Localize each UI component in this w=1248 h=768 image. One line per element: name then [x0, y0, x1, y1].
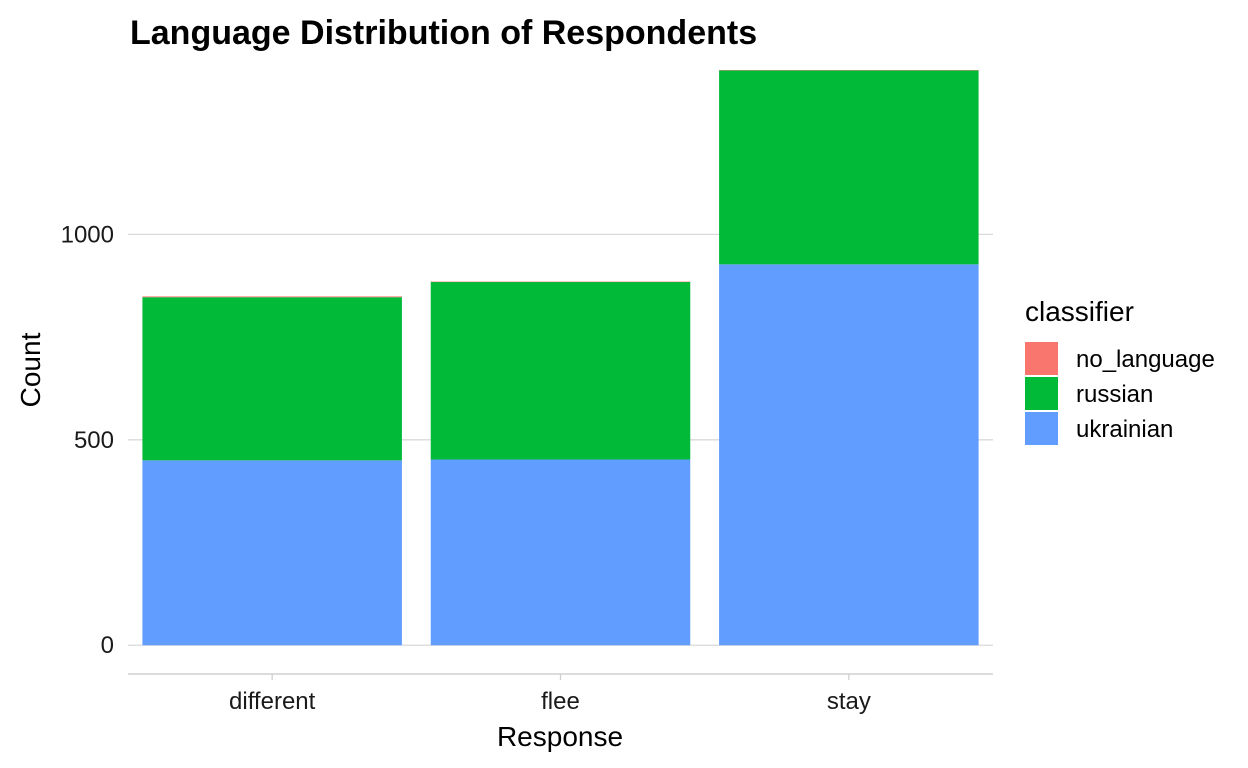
bars [142, 70, 979, 646]
legend-swatch-no_language [1025, 342, 1058, 375]
bar-stay-russian [719, 70, 979, 265]
bar-different-russian [142, 297, 402, 461]
legend-swatch-ukrainian [1025, 412, 1058, 445]
legend-label-ukrainian: ukrainian [1076, 416, 1173, 443]
y-axis-title: Count [15, 332, 46, 407]
legend-swatch-russian [1025, 377, 1058, 410]
legend-label-russian: russian [1076, 381, 1153, 408]
bar-different-no_language [142, 296, 402, 298]
bar-flee-russian [430, 282, 691, 460]
bar-stay-ukrainian [719, 264, 979, 646]
x-tick-label-stay: stay [827, 688, 871, 715]
x-axis-ticks: different flee stay [229, 674, 871, 715]
bar-different-ukrainian [142, 460, 402, 646]
x-tick-label-different: different [229, 688, 316, 715]
legend-title: classifier [1025, 296, 1134, 327]
legend-label-no_language: no_language [1076, 346, 1215, 373]
x-axis-title: Response [497, 721, 623, 752]
bar-flee-ukrainian [430, 459, 691, 646]
y-axis-ticks: 0 500 1000 [61, 221, 114, 659]
y-tick-label: 1000 [61, 221, 114, 248]
y-tick-label: 0 [101, 632, 114, 659]
x-tick-label-flee: flee [541, 688, 580, 715]
chart-title: Language Distribution of Respondents [130, 14, 757, 52]
y-tick-label: 500 [74, 427, 114, 454]
